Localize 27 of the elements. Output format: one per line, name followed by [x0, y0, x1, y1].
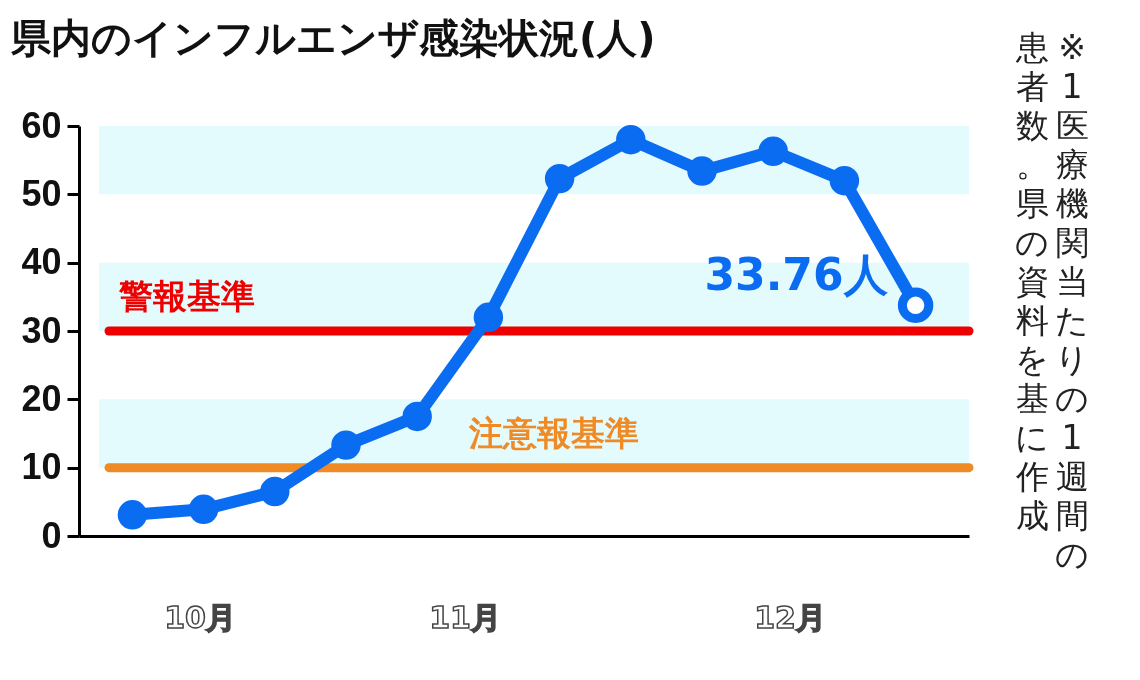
point: [687, 156, 717, 186]
point: [758, 136, 788, 166]
chart-title: 県内のインフルエンザ感染状況(人): [9, 15, 656, 61]
text: ※1医療機関当たりの1週間の: [1055, 28, 1089, 574]
point: [829, 165, 860, 196]
point: [188, 494, 219, 525]
y-tick-label: 60: [21, 104, 62, 146]
y-tick-label: 0: [41, 514, 62, 556]
data-label: 33.76人: [704, 249, 888, 301]
point: [402, 401, 432, 432]
y-tick-label: 10: [21, 446, 62, 488]
y-tick-label: 30: [21, 309, 62, 351]
ref-line-label: 注意報基準: [468, 412, 639, 453]
y-tick-label: 40: [21, 241, 62, 283]
text: 10月: [164, 599, 236, 637]
y-tick-label: 50: [21, 172, 62, 214]
point: [331, 430, 361, 460]
text: 患者数。県の資料を基に作成: [1015, 28, 1049, 535]
point: [544, 163, 575, 194]
point: [260, 476, 290, 507]
text: 11月: [429, 599, 501, 637]
ref-line-label: 警報基準: [118, 276, 255, 316]
point: [473, 302, 504, 333]
y-tick-label: 20: [21, 377, 62, 419]
point: [616, 124, 646, 155]
point: [117, 500, 148, 530]
text: 12月: [754, 599, 826, 637]
